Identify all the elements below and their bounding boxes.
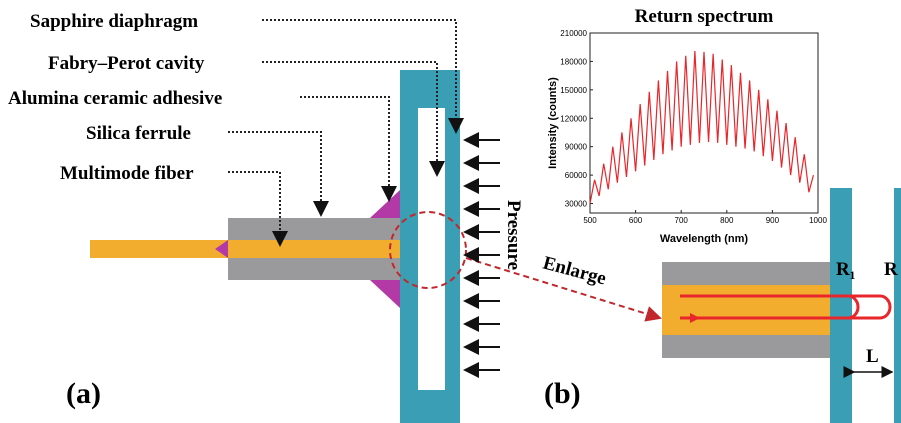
y-tick-label: 180000 [560, 57, 587, 66]
label: Fabry–Perot cavity [48, 53, 205, 74]
enlarged [662, 188, 901, 423]
y-tick-label: 150000 [560, 86, 587, 95]
y-axis-label: Intensity (counts) [547, 77, 559, 169]
chart-title: Return spectrum [635, 6, 774, 27]
label: Alumina ceramic adhesive [8, 88, 222, 109]
pressure-arrows [465, 140, 500, 370]
x-tick-label: 800 [720, 216, 734, 225]
x-tick-label: 500 [583, 216, 597, 225]
label: Pressure [503, 200, 524, 270]
label: Enlarge [541, 253, 609, 290]
y-tick-label: 60000 [565, 171, 588, 180]
y-tick-label: 210000 [560, 29, 587, 38]
label: Multimode fiber [60, 163, 194, 184]
label: Sapphire diaphragm [30, 11, 198, 32]
x-tick-label: 600 [629, 216, 643, 225]
label: R₁ [836, 259, 855, 280]
x-axis-label: Wavelength (nm) [660, 233, 749, 245]
x-tick-label: 700 [675, 216, 689, 225]
y-tick-label: 120000 [560, 114, 587, 123]
panel-label: (b) [544, 377, 581, 410]
diagram: Sapphire diaphragm Fabry–Perot cavity Al… [0, 0, 901, 423]
panel-label: (a) [66, 377, 101, 410]
y-tick-label: 30000 [565, 200, 588, 209]
label: Silica ferrule [86, 123, 191, 144]
y-tick-label: 90000 [565, 143, 588, 152]
x-tick-label: 900 [766, 216, 780, 225]
label: L [866, 346, 879, 367]
label: R [884, 259, 898, 280]
x-tick-label: 1000 [809, 216, 827, 225]
